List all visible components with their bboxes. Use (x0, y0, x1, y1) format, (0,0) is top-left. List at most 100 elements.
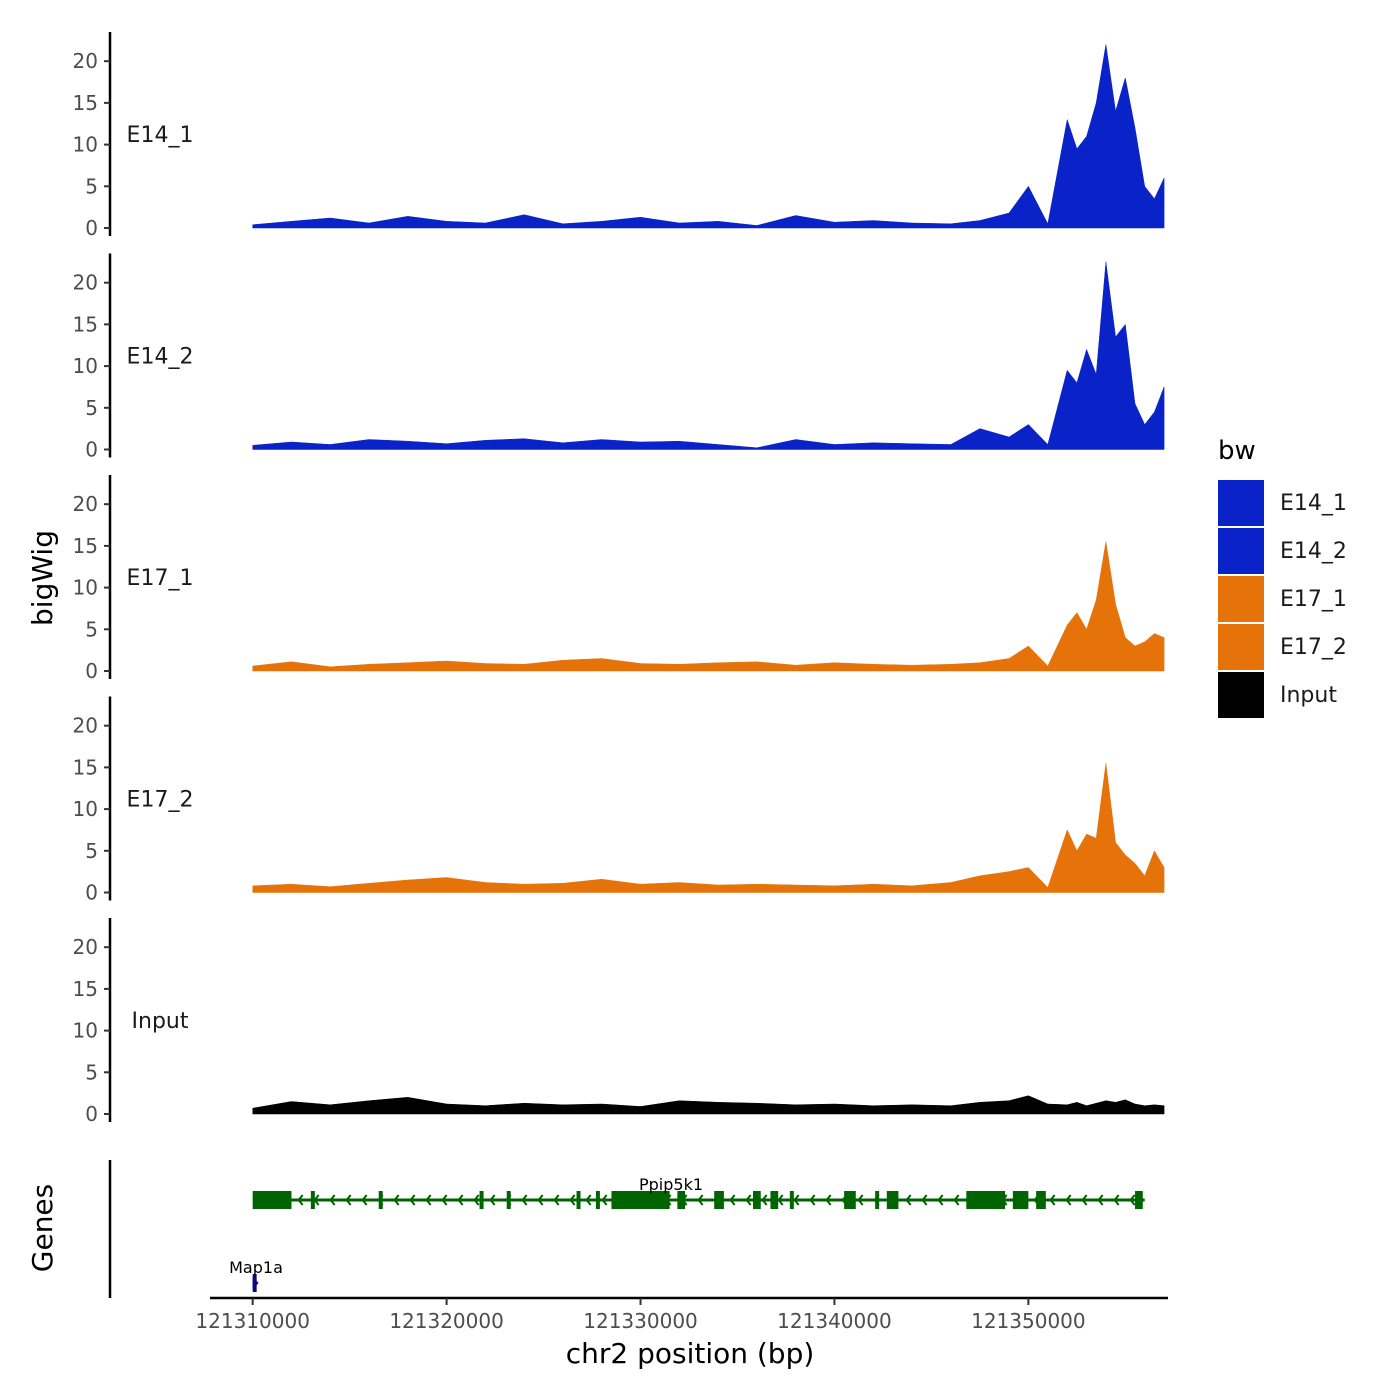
strand-arrow-icon (553, 1194, 560, 1206)
y-tick-label: 20 (73, 714, 98, 738)
track-label: E17_2 (127, 788, 194, 813)
strand-arrow-icon (329, 1194, 336, 1206)
x-axis: 121310000 121320000 121330000 121340000 1213… (195, 1296, 1168, 1333)
y-tick-label: 20 (73, 271, 98, 295)
y-tick-label: 15 (73, 534, 98, 558)
x-tick-label: 121340000 (777, 1309, 892, 1333)
gene-exon (886, 1191, 899, 1209)
y-tick-label: 10 (73, 354, 98, 378)
gene-exon (677, 1191, 686, 1209)
strand-arrow-icon (905, 1194, 912, 1206)
y-tick-label: 15 (73, 312, 98, 336)
strand-arrow-icon (457, 1194, 464, 1206)
strand-arrow-icon (537, 1194, 544, 1206)
y-axis-title: bigWig (26, 530, 59, 626)
gene-exon (966, 1191, 1006, 1209)
strand-arrow-icon (697, 1194, 704, 1206)
gene-exon (714, 1191, 724, 1209)
y-tick-label: 0 (85, 438, 98, 462)
strand-arrow-icon (601, 1194, 608, 1206)
gene-label: Map1a (229, 1258, 283, 1277)
legend-key-e14-1 (1218, 480, 1264, 526)
y-tick-label: 5 (85, 617, 98, 641)
gene-exon (770, 1191, 779, 1209)
y-tick-label: 0 (85, 1102, 98, 1126)
gene-exon (875, 1191, 880, 1209)
strand-arrow-icon (409, 1194, 416, 1206)
strand-arrow-icon (1129, 1194, 1136, 1206)
signal-area-e17-1 (252, 541, 1165, 672)
strand-arrow-icon (569, 1194, 576, 1206)
gene-exon (310, 1191, 315, 1209)
y-tick-label: 20 (73, 49, 98, 73)
y-tick-label: 10 (73, 576, 98, 600)
legend-label: Input (1280, 683, 1337, 708)
legend-label: E17_2 (1280, 635, 1347, 660)
legend: bw E14_1 E14_2 E17_1 E17_2 Input (1218, 436, 1347, 718)
legend-title: bw (1218, 436, 1256, 466)
track-e14-2: 0 5 10 15 20 E14_2 (73, 253, 1165, 462)
legend-key-e17-2 (1218, 624, 1264, 670)
gene-exon (1036, 1191, 1046, 1209)
strand-arrow-icon (441, 1194, 448, 1206)
y-tick-label: 5 (85, 174, 98, 198)
gene-exon (506, 1191, 511, 1209)
strand-arrow-icon (1097, 1194, 1104, 1206)
gene-exon (252, 1191, 292, 1209)
strand-arrow-icon (585, 1194, 592, 1206)
y-tick-label: 10 (73, 797, 98, 821)
y-tick-label: 20 (73, 492, 98, 516)
x-tick-label: 121320000 (389, 1309, 504, 1333)
strand-arrow-icon (937, 1194, 944, 1206)
y-tick-label: 10 (73, 1019, 98, 1043)
x-tick-label: 121330000 (583, 1309, 698, 1333)
strand-arrow-icon (857, 1194, 864, 1206)
gene-exon (576, 1191, 581, 1209)
track-label: E14_1 (127, 123, 194, 148)
y-tick-label: 0 (85, 216, 98, 240)
y-tick-label: 15 (73, 91, 98, 115)
gene-exon (1135, 1191, 1143, 1209)
gene-exon (844, 1191, 856, 1209)
track-label: Input (132, 1009, 189, 1034)
signal-area-e14-1 (252, 44, 1165, 229)
y-tick-label: 5 (85, 1060, 98, 1084)
track-label: E14_2 (127, 345, 194, 370)
gene-exon (611, 1191, 670, 1209)
legend-key-input (1218, 672, 1264, 718)
genes-track-title: Genes (26, 1184, 59, 1272)
strand-arrow-icon (1065, 1194, 1072, 1206)
strand-arrow-icon (953, 1194, 960, 1206)
signal-area-e17-2 (252, 763, 1165, 893)
strand-arrow-icon (252, 1277, 259, 1289)
track-e17-2: 0 5 10 15 20 E17_2 (73, 696, 1165, 905)
gene-exon (789, 1191, 794, 1209)
y-tick-label: 10 (73, 133, 98, 157)
gene-exon (378, 1191, 383, 1209)
gene-label: Ppip5k1 (639, 1175, 703, 1194)
gene-exon (595, 1191, 600, 1209)
genes-track: Ppip5k1 Map1a (108, 1160, 1145, 1298)
track-input: 0 5 10 15 20 Input (73, 918, 1165, 1126)
track-e17-1: 0 5 10 15 20 E17_1 (73, 475, 1165, 683)
strand-arrow-icon (793, 1194, 800, 1206)
strand-arrow-icon (921, 1194, 928, 1206)
gene-ppip5k1: Ppip5k1 (252, 1175, 1145, 1209)
strand-arrow-icon (361, 1194, 368, 1206)
legend-label: E14_1 (1280, 491, 1347, 516)
strand-arrow-icon (1081, 1194, 1088, 1206)
legend-label: E14_2 (1280, 539, 1347, 564)
gene-map1a: Map1a (229, 1258, 283, 1292)
legend-label: E17_1 (1280, 587, 1347, 612)
strand-arrow-icon (729, 1194, 736, 1206)
strand-arrow-icon (393, 1194, 400, 1206)
strand-arrow-icon (1049, 1194, 1056, 1206)
strand-arrow-icon (809, 1194, 816, 1206)
legend-key-e14-2 (1218, 528, 1264, 574)
signal-area-input (252, 1095, 1165, 1115)
strand-arrow-icon (473, 1194, 480, 1206)
strand-arrow-icon (1113, 1194, 1120, 1206)
legend-key-e17-1 (1218, 576, 1264, 622)
y-tick-label: 15 (73, 977, 98, 1001)
